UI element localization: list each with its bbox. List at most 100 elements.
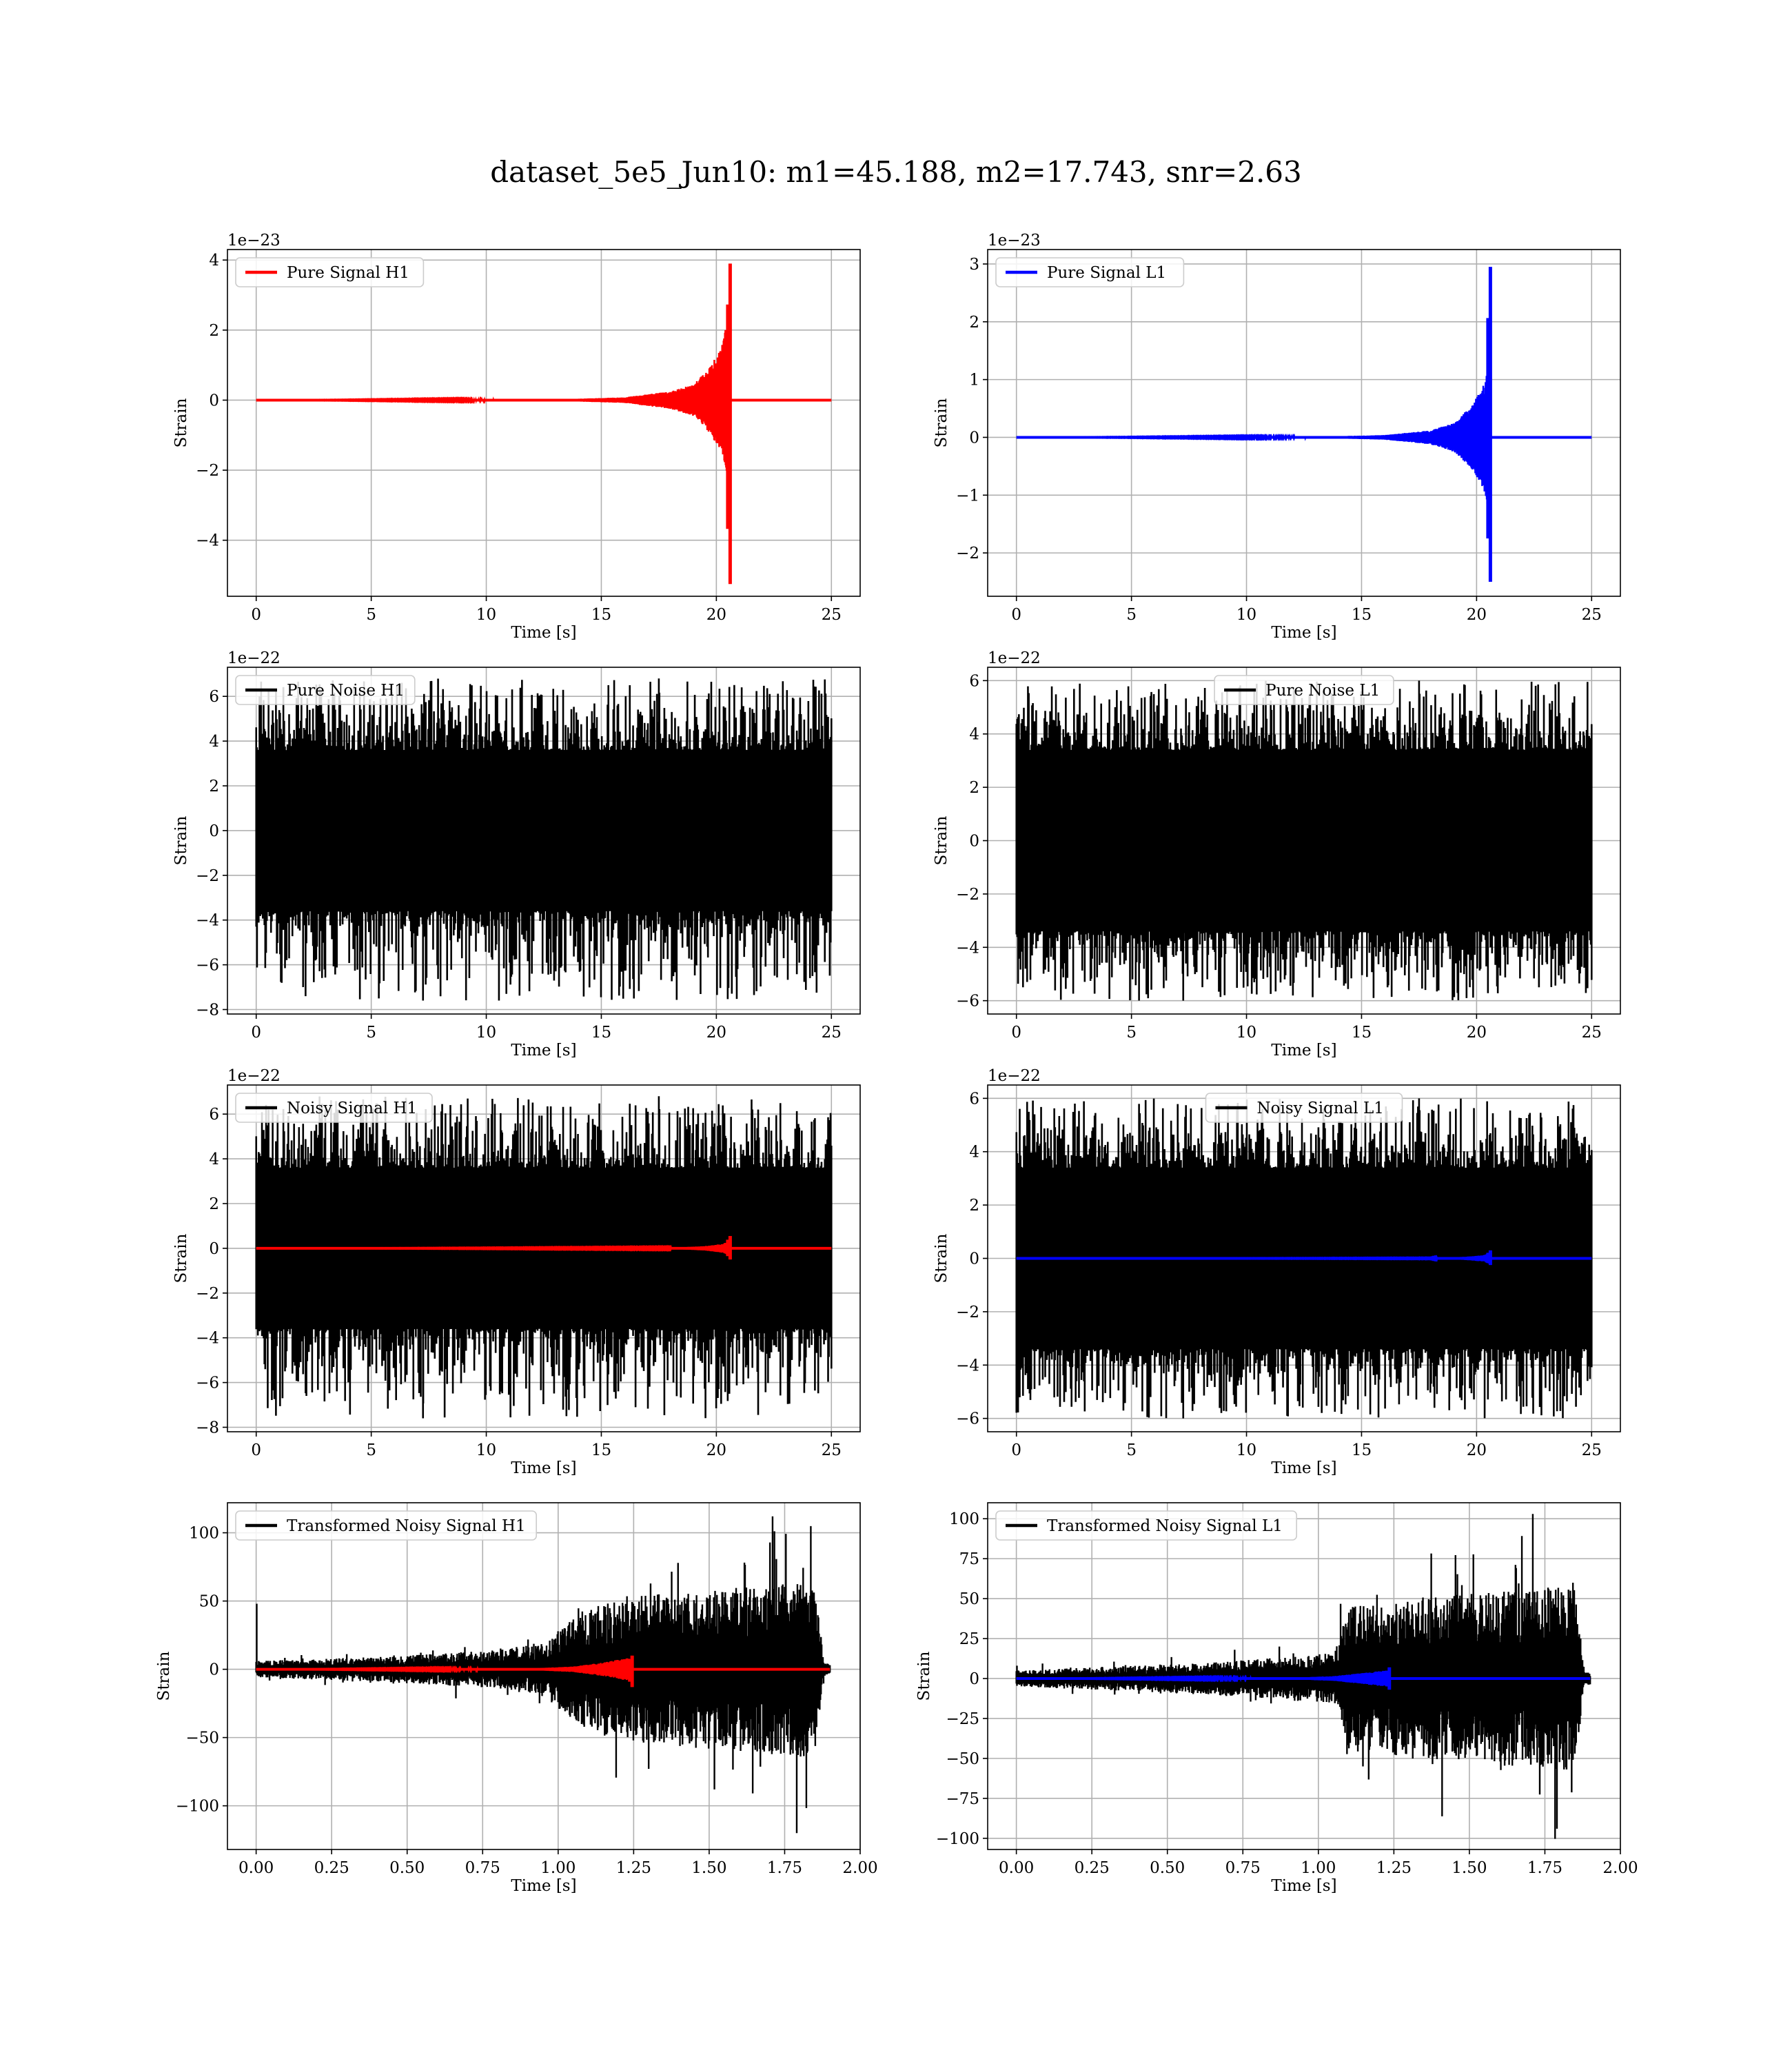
signal-waveform bbox=[256, 1240, 731, 1256]
y-tick-label: 0 bbox=[209, 1240, 219, 1258]
y-tick-label: −4 bbox=[196, 1330, 219, 1348]
x-tick-label: 25 bbox=[1582, 1441, 1602, 1459]
y-tick-label: −50 bbox=[185, 1730, 219, 1747]
y-tick-label: −8 bbox=[196, 1002, 219, 1020]
y-tick-label: −100 bbox=[176, 1798, 219, 1816]
x-tick-label: 10 bbox=[1236, 606, 1256, 624]
series-pure-signal-h1 bbox=[256, 263, 832, 585]
legend: Pure Signal H1 bbox=[235, 257, 425, 287]
y-tick-label: −2 bbox=[956, 886, 979, 904]
x-tick-label: 20 bbox=[706, 1441, 726, 1459]
y-tick-label: 50 bbox=[199, 1593, 219, 1611]
x-tick-label: 0 bbox=[251, 1024, 261, 1042]
signal-waveform bbox=[256, 319, 731, 486]
y-axis-label: Strain bbox=[172, 815, 190, 865]
axes-frame bbox=[987, 249, 1621, 597]
y-tick-label: 0 bbox=[209, 392, 219, 409]
x-tick-label: 1.75 bbox=[1527, 1859, 1562, 1877]
axes-frame bbox=[227, 667, 861, 1015]
x-tick-label: 0.00 bbox=[999, 1859, 1034, 1877]
legend: Transformed Noisy Signal H1 bbox=[235, 1510, 538, 1541]
y-tick-label: 4 bbox=[969, 726, 979, 744]
y-axis-label: Strain bbox=[933, 815, 950, 865]
y-tick-label: 2 bbox=[209, 322, 219, 340]
x-tick-label: 10 bbox=[476, 606, 496, 624]
x-tick-label: 25 bbox=[822, 1024, 842, 1042]
y-tick-label: 3 bbox=[969, 256, 979, 274]
x-tick-label: 1.25 bbox=[616, 1859, 651, 1877]
chart-noisy-signal-l1: 0 5 10 15 20 25 −6 −4 −2 0 2 4 6 Time [s] Strain 1e−22 N… bbox=[933, 1067, 1621, 1477]
y-tick-label: −1 bbox=[956, 487, 979, 505]
y-axis-label: Strain bbox=[933, 1233, 950, 1283]
x-tick-label: 0.00 bbox=[238, 1859, 274, 1877]
legend-label: Transformed Noisy Signal L1 bbox=[1047, 1517, 1283, 1535]
offset-text: 1e−22 bbox=[988, 649, 1041, 667]
legend-box bbox=[1205, 1093, 1403, 1123]
noise-trace bbox=[255, 1096, 833, 1419]
x-axis-label: Time [s] bbox=[1271, 1459, 1336, 1477]
y-tick-label: 0 bbox=[969, 1670, 979, 1688]
legend-label: Pure Noise H1 bbox=[287, 682, 405, 700]
y-tick-label: 2 bbox=[209, 778, 219, 795]
series-transformed-h1-overlay bbox=[256, 1655, 831, 1687]
offset-text: 1e−22 bbox=[988, 1067, 1041, 1085]
x-tick-label: 5 bbox=[1126, 1441, 1137, 1459]
y-axis-label: Strain bbox=[155, 1651, 173, 1701]
x-tick-label: 1.75 bbox=[767, 1859, 802, 1877]
legend-box bbox=[235, 675, 416, 705]
x-tick-label: 10 bbox=[476, 1441, 496, 1459]
y-tick-label: 100 bbox=[949, 1510, 979, 1528]
y-tick-label: −6 bbox=[196, 957, 219, 975]
x-tick-label: 10 bbox=[476, 1024, 496, 1042]
x-tick-label: 20 bbox=[706, 606, 726, 624]
x-axis-label: Time [s] bbox=[1271, 1042, 1336, 1060]
signal-waveform bbox=[1016, 1670, 1391, 1687]
x-tick-label: 1.25 bbox=[1376, 1859, 1412, 1877]
y-tick-label: 0 bbox=[209, 1661, 219, 1679]
y-tick-label: −4 bbox=[196, 532, 219, 550]
y-tick-label: −2 bbox=[196, 867, 219, 885]
chart-pure-signal-h1: 0 5 10 15 20 25 −4 −2 0 2 4 Time [s] Strain 1e−23 Pure… bbox=[172, 232, 861, 642]
x-axis-label: Time [s] bbox=[511, 624, 576, 642]
y-tick-label: 0 bbox=[969, 1250, 979, 1268]
x-axis-label: Time [s] bbox=[1271, 1877, 1336, 1895]
y-tick-label: 50 bbox=[959, 1590, 979, 1608]
y-tick-label: −4 bbox=[956, 1357, 979, 1375]
x-tick-label: 25 bbox=[822, 1441, 842, 1459]
x-tick-label: 1.00 bbox=[540, 1859, 576, 1877]
axes-frame bbox=[227, 1502, 861, 1850]
x-tick-label: 15 bbox=[1352, 1441, 1372, 1459]
y-tick-label: −6 bbox=[196, 1375, 219, 1392]
y-tick-label: 2 bbox=[969, 1197, 979, 1215]
y-axis-label: Strain bbox=[172, 398, 190, 447]
legend-box bbox=[235, 257, 425, 287]
x-tick-label: 25 bbox=[1582, 606, 1602, 624]
x-tick-label: 5 bbox=[366, 606, 376, 624]
y-tick-label: 100 bbox=[189, 1525, 219, 1543]
x-tick-label: 0.50 bbox=[1150, 1859, 1185, 1877]
series-transformed-l1-overlay bbox=[1016, 1667, 1591, 1690]
legend-box bbox=[235, 1510, 538, 1541]
legend-label: Pure Noise L1 bbox=[1265, 682, 1380, 700]
legend-box bbox=[995, 1510, 1298, 1541]
legend-box bbox=[235, 1093, 433, 1123]
axes-frame bbox=[227, 1084, 861, 1432]
x-tick-label: 15 bbox=[1352, 606, 1372, 624]
x-axis-label: Time [s] bbox=[511, 1042, 576, 1060]
x-tick-label: 5 bbox=[366, 1441, 376, 1459]
y-tick-label: 2 bbox=[209, 1195, 219, 1213]
x-tick-label: 2.00 bbox=[842, 1859, 877, 1877]
x-tick-label: 1.00 bbox=[1301, 1859, 1336, 1877]
y-tick-label: −2 bbox=[956, 1304, 979, 1321]
x-tick-label: 15 bbox=[591, 1441, 611, 1459]
series-noisy-signal-h1-overlay bbox=[256, 1236, 832, 1260]
y-tick-label: 4 bbox=[209, 733, 219, 751]
signal-waveform bbox=[256, 1658, 633, 1681]
x-axis-label: Time [s] bbox=[511, 1459, 576, 1477]
y-tick-label: 4 bbox=[209, 1150, 219, 1168]
y-tick-label: 0 bbox=[969, 833, 979, 851]
chart-transformed-l1: 0.00 0.25 0.50 0.75 1.00 1.25 1.50 1.75 2.00 −100… bbox=[915, 1502, 1638, 1895]
x-tick-label: 0.25 bbox=[314, 1859, 349, 1877]
chart-noisy-signal-h1: 0 5 10 15 20 25 −8 −6 −4 −2 0 2 4 6 Time [s] Strain 1e−2… bbox=[172, 1067, 861, 1477]
chart-pure-noise-l1: 0 5 10 15 20 25 −6 −4 −2 0 2 4 6 Time [s] Strain 1e−22 P… bbox=[933, 649, 1621, 1060]
